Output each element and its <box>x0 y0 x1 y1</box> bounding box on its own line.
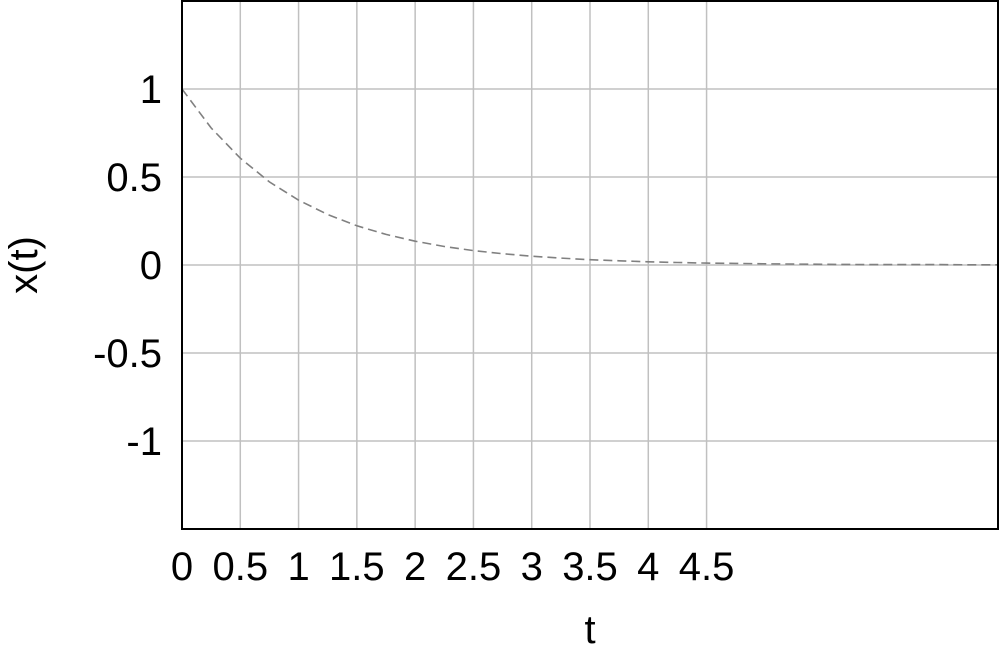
x-tick-label: 2 <box>404 545 426 589</box>
y-tick-label: 0 <box>140 244 162 288</box>
x-tick-label: 0.5 <box>212 545 268 589</box>
x-tick-label: 1.5 <box>329 545 385 589</box>
y-tick-label: -1 <box>126 420 162 464</box>
y-tick-label: -0.5 <box>93 332 162 376</box>
y-tick-label: 1 <box>140 68 162 112</box>
x-tick-label: 0 <box>171 545 193 589</box>
x-tick-label: 3 <box>521 545 543 589</box>
grid <box>181 1 998 529</box>
x-tick-label: 2.5 <box>446 545 502 589</box>
y-tick-label: 0.5 <box>106 156 162 200</box>
x-tick-label: 4 <box>637 545 659 589</box>
x-tick-labels: 0 0.5 1 1.5 2 2.5 3 3.5 4 4.5 <box>171 545 735 589</box>
plot-frame <box>181 0 999 530</box>
x-tick-label: 4.5 <box>679 545 735 589</box>
x-tick-label: 3.5 <box>562 545 618 589</box>
x-axis-title: t <box>584 608 595 646</box>
series-layer <box>181 88 998 266</box>
y-tick-labels: 1 0.5 0 -0.5 -1 <box>93 68 162 464</box>
y-axis-title: x(t) <box>2 236 46 294</box>
series-line <box>181 88 998 266</box>
x-tick-label: 1 <box>287 545 309 589</box>
